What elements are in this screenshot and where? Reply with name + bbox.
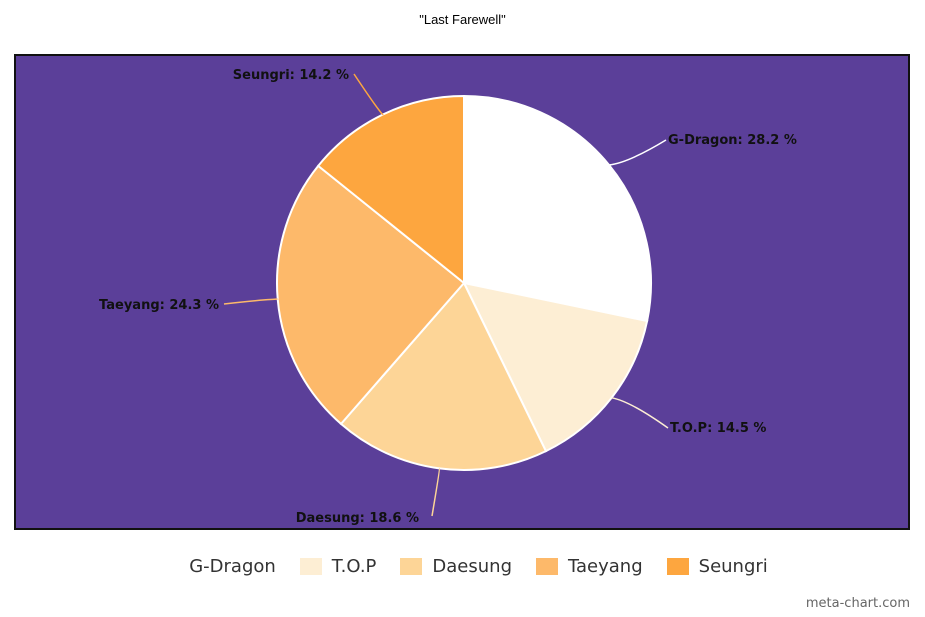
slice-label-daesung: Daesung: 18.6 % [296,511,419,526]
legend-label-daesung: Daesung [432,556,512,577]
legend-swatch-daesung [400,558,423,575]
watermark: meta-chart.com [805,596,910,611]
slice-label-taeyang: Taeyang: 24.3 % [99,298,219,313]
legend-label-taeyang: Taeyang [568,556,643,577]
leader-line-seungri [353,73,384,116]
pie-slice-g-dragon [463,94,652,323]
chart-title: "Last Farewell" [419,12,506,27]
plot-area: G-Dragon: 28.2 % T.O.P: 14.5 % Daesung: 18… [14,54,910,530]
legend-swatch-seungri [666,558,689,575]
legend-label-t-o-p: T.O.P [331,556,377,577]
legend: G-Dragon T.O.P Daesung Taeyang Seungri [0,556,925,577]
pie-slice-taeyang [276,164,466,426]
leader-line-daesung [431,467,441,517]
legend-item-taeyang: Taeyang [536,556,643,577]
leader-line-g-dragon [608,139,667,166]
pie-chart: G-Dragon: 28.2 % T.O.P: 14.5 % Daesung: 18… [99,68,797,526]
legend-swatch-g-dragon [157,558,180,575]
legend-item-g-dragon: G-Dragon [157,556,276,577]
slice-label-t-o-p: T.O.P: 14.5 % [670,421,766,436]
legend-swatch-taeyang [536,558,558,575]
leader-line-t-o-p [611,397,669,429]
legend-item-daesung: Daesung [400,556,512,577]
pie-slice-t-o-p [462,281,649,453]
legend-label-g-dragon: G-Dragon [189,556,276,577]
slice-label-g-dragon: G-Dragon: 28.2 % [668,133,797,148]
legend-item-seungri: Seungri [666,556,768,577]
legend-label-seungri: Seungri [698,556,768,577]
legend-item-t-o-p: T.O.P [299,556,377,577]
legend-swatch-t-o-p [299,558,322,575]
leader-line-taeyang [223,298,279,305]
slice-label-seungri: Seungri: 14.2 % [233,68,349,83]
